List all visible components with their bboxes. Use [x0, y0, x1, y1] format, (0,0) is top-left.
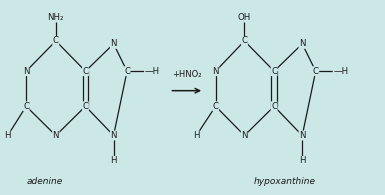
Text: C: C [271, 102, 277, 111]
Text: C: C [124, 67, 130, 76]
Text: —H: —H [144, 67, 160, 76]
Text: N: N [23, 67, 29, 76]
Text: H: H [193, 131, 199, 140]
Text: N: N [299, 39, 305, 48]
Text: N: N [213, 67, 219, 76]
Text: N: N [53, 131, 59, 140]
Text: C: C [271, 67, 277, 76]
Text: adenine: adenine [26, 177, 62, 186]
Text: N: N [110, 131, 117, 140]
Text: OH: OH [238, 13, 251, 22]
Text: C: C [82, 67, 89, 76]
Text: —H: —H [333, 67, 348, 76]
Text: C: C [313, 67, 319, 76]
Text: N: N [299, 131, 305, 140]
Text: C: C [23, 102, 29, 111]
Text: C: C [53, 36, 59, 45]
Text: C: C [241, 36, 248, 45]
Text: +HNO₂: +HNO₂ [172, 70, 201, 79]
Text: NH₂: NH₂ [48, 13, 64, 22]
Text: N: N [110, 39, 117, 48]
Text: H: H [299, 156, 305, 165]
Text: hypoxanthine: hypoxanthine [254, 177, 316, 186]
Text: N: N [241, 131, 248, 140]
Text: H: H [110, 156, 117, 165]
Text: C: C [213, 102, 219, 111]
Text: C: C [82, 102, 89, 111]
Text: H: H [5, 131, 11, 140]
